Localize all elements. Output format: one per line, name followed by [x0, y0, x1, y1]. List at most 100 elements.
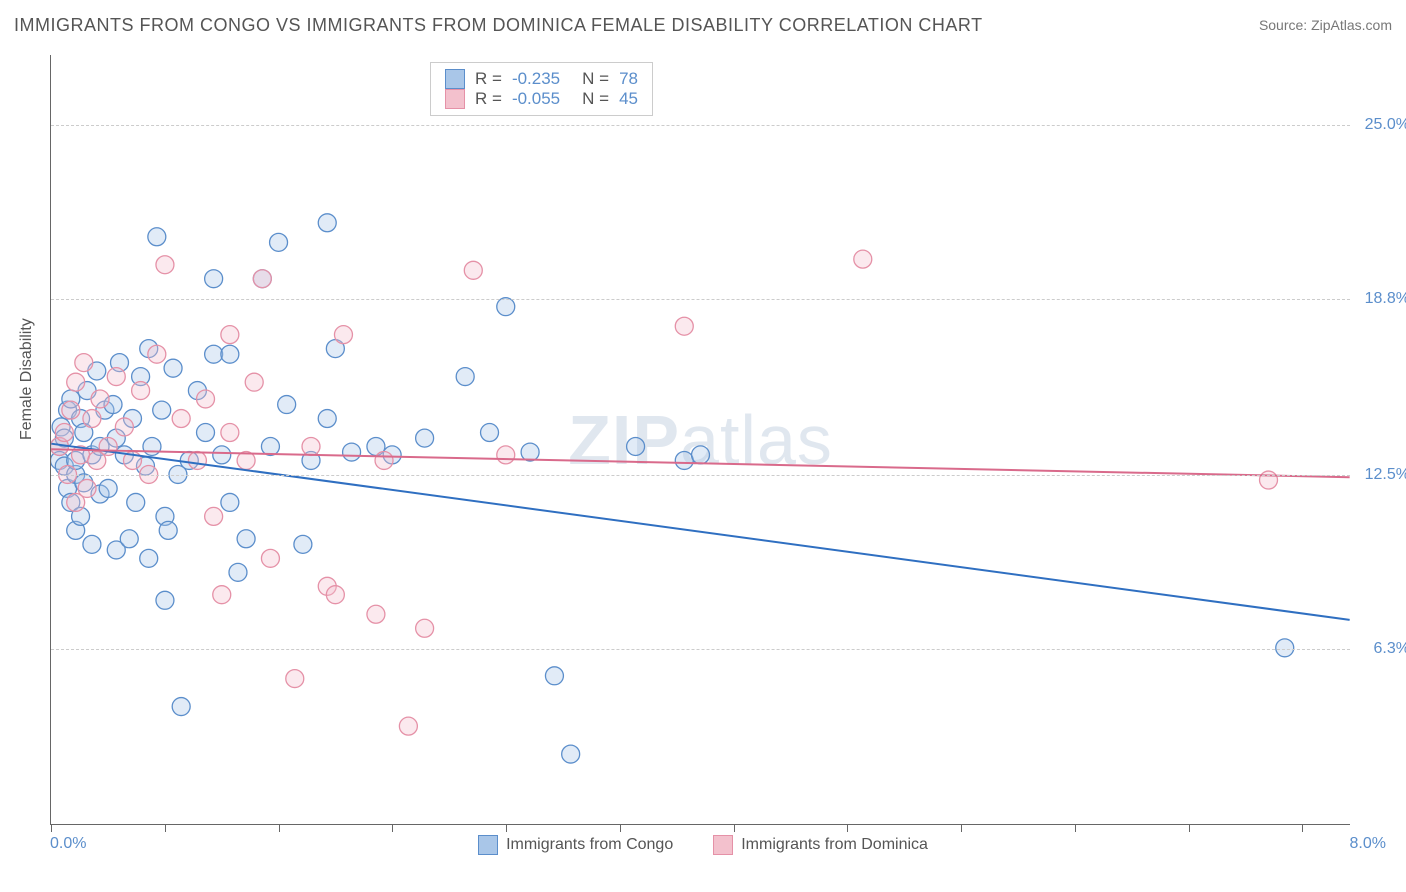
scatter-point [59, 401, 77, 419]
scatter-point [481, 424, 499, 442]
scatter-point [78, 479, 96, 497]
scatter-point [115, 446, 133, 464]
x-tick [279, 824, 280, 832]
scatter-point [55, 457, 73, 475]
scatter-point [104, 396, 122, 414]
scatter-point [221, 424, 239, 442]
scatter-point [302, 438, 320, 456]
scatter-point [1260, 471, 1278, 489]
scatter-point [188, 451, 206, 469]
scatter-point [75, 474, 93, 492]
scatter-point [136, 457, 154, 475]
scatter-point [72, 507, 90, 525]
scatter-point [55, 429, 73, 447]
scatter-point [172, 698, 190, 716]
scatter-point [399, 717, 417, 735]
scatter-point [205, 507, 223, 525]
scatter-point [416, 429, 434, 447]
r-label: R = [475, 69, 502, 89]
series-legend-label: Immigrants from Congo [506, 836, 673, 854]
y-tick-label: 25.0% [1365, 116, 1406, 134]
scatter-point [318, 577, 336, 595]
correlation-legend-row: R =-0.235N =78 [445, 69, 638, 89]
series-legend-item: Immigrants from Dominica [713, 835, 928, 855]
scatter-point [132, 382, 150, 400]
scatter-point [99, 479, 117, 497]
scatter-point [140, 549, 158, 567]
scatter-point [692, 446, 710, 464]
scatter-point [334, 326, 352, 344]
regression-line [51, 444, 1349, 620]
scatter-point [51, 438, 68, 456]
scatter-point [675, 451, 693, 469]
x-tick [1189, 824, 1190, 832]
scatter-point [83, 446, 101, 464]
scatter-point [153, 401, 171, 419]
scatter-point [156, 591, 174, 609]
gridline [51, 475, 1350, 476]
scatter-point [67, 451, 85, 469]
scatter-point [383, 446, 401, 464]
scatter-point [521, 443, 539, 461]
scatter-point [253, 270, 271, 288]
r-label: R = [475, 89, 502, 109]
scatter-point [188, 382, 206, 400]
scatter-point [88, 451, 106, 469]
scatter-point [88, 362, 106, 380]
scatter-point [99, 438, 117, 456]
scatter-point [367, 438, 385, 456]
scatter-point [140, 340, 158, 358]
scatter-point [627, 438, 645, 456]
y-axis-label: Female Disability [18, 318, 36, 440]
scatter-point [148, 228, 166, 246]
scatter-point [51, 451, 68, 469]
n-label: N = [582, 69, 609, 89]
scatter-point [221, 345, 239, 363]
x-tick [734, 824, 735, 832]
scatter-point [83, 410, 101, 428]
scatter-point [75, 354, 93, 372]
scatter-point [456, 368, 474, 386]
scatter-point [156, 256, 174, 274]
scatter-point [318, 214, 336, 232]
scatter-point [91, 390, 109, 408]
series-legend-label: Immigrants from Dominica [741, 836, 928, 854]
scatter-point [62, 401, 80, 419]
scatter-point [497, 298, 515, 316]
scatter-point [91, 438, 109, 456]
scatter-point [96, 401, 114, 419]
scatter-point [75, 424, 93, 442]
scatter-point [107, 541, 125, 559]
watermark-text: ZIPatlas [568, 400, 833, 480]
scatter-point [213, 586, 231, 604]
scatter-point [55, 424, 73, 442]
scatter-point [278, 396, 296, 414]
x-tick [165, 824, 166, 832]
scatter-point [197, 390, 215, 408]
scatter-point [124, 410, 142, 428]
r-value: -0.235 [512, 69, 560, 89]
scatter-point [318, 410, 336, 428]
scatter-point [253, 270, 271, 288]
scatter-point [107, 429, 125, 447]
scatter-point [302, 451, 320, 469]
scatter-point [205, 345, 223, 363]
scatter-point [67, 493, 85, 511]
scatter-point [91, 485, 109, 503]
scatter-point [148, 345, 166, 363]
n-value: 45 [619, 89, 638, 109]
scatter-point [213, 446, 231, 464]
scatter-point [375, 451, 393, 469]
x-tick [506, 824, 507, 832]
scatter-plot-svg [51, 55, 1350, 824]
scatter-point [62, 390, 80, 408]
scatter-point [51, 438, 68, 456]
n-label: N = [582, 89, 609, 109]
x-tick [1302, 824, 1303, 832]
scatter-point [416, 619, 434, 637]
series-legend: Immigrants from Congo Immigrants from Dom… [0, 835, 1406, 855]
chart-plot-area: ZIPatlas 6.3%12.5%18.8%25.0% [50, 55, 1350, 825]
gridline [51, 649, 1350, 650]
chart-title: IMMIGRANTS FROM CONGO VS IMMIGRANTS FROM… [14, 15, 983, 36]
scatter-point [464, 261, 482, 279]
